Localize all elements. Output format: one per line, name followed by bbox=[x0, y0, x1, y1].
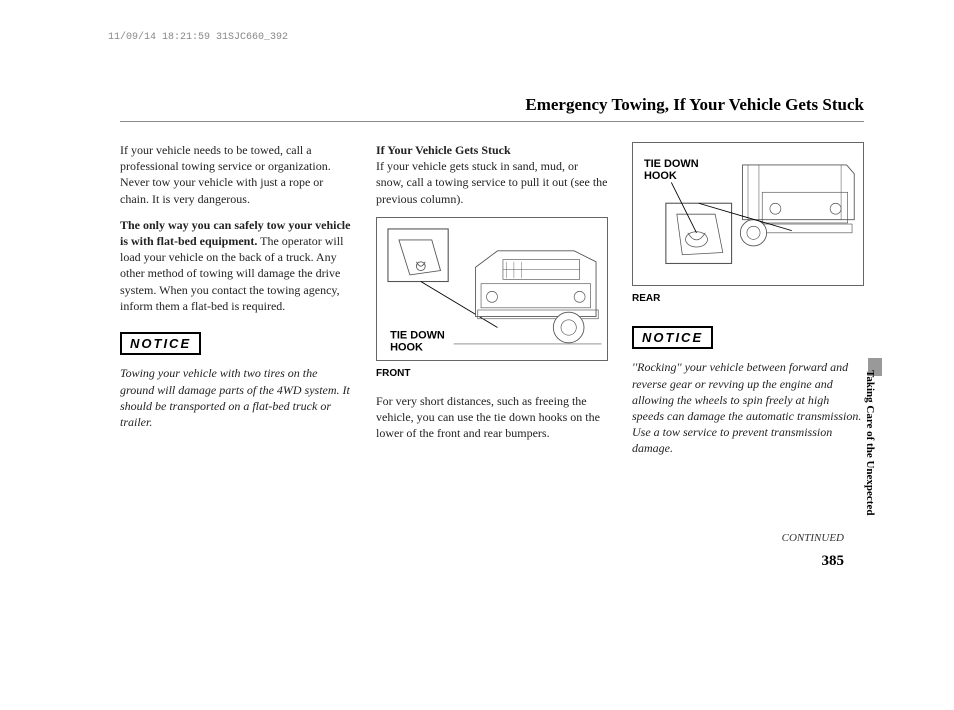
col2-p1: If Your Vehicle Gets Stuck If your vehic… bbox=[376, 142, 608, 207]
col1-p1: If your vehicle needs to be towed, call … bbox=[120, 142, 352, 207]
col2-subhead: If Your Vehicle Gets Stuck bbox=[376, 143, 511, 157]
column-2: If Your Vehicle Gets Stuck If your vehic… bbox=[376, 142, 608, 467]
fig-rear-label1: TIE DOWN bbox=[644, 158, 699, 170]
fig-front-label1: TIE DOWN bbox=[390, 329, 445, 341]
fig-rear-label2: HOOK bbox=[644, 170, 677, 182]
header-timestamp: 11/09/14 18:21:59 31SJC660_392 bbox=[108, 32, 288, 43]
figure-front: TIE DOWN HOOK bbox=[376, 217, 608, 361]
page-number: 385 bbox=[822, 553, 845, 570]
col2-p1-text: If your vehicle gets stuck in sand, mud,… bbox=[376, 159, 608, 205]
fig-front-label2: HOOK bbox=[390, 341, 423, 353]
page-title: Emergency Towing, If Your Vehicle Gets S… bbox=[120, 95, 864, 115]
col1-p2: The only way you can safely tow your veh… bbox=[120, 217, 352, 314]
caption-rear: REAR bbox=[632, 292, 864, 306]
col3-p1: ''Rocking'' your vehicle between forward… bbox=[632, 359, 864, 456]
col2-p2: For very short distances, such as freein… bbox=[376, 393, 608, 442]
continued-label: CONTINUED bbox=[782, 532, 844, 544]
content-columns: If your vehicle needs to be towed, call … bbox=[120, 142, 864, 467]
side-tab-text: Taking Care of the Unexpected bbox=[864, 370, 876, 515]
col1-p3: Towing your vehicle with two tires on th… bbox=[120, 365, 352, 430]
title-rule bbox=[120, 121, 864, 122]
notice-box-1: NOTICE bbox=[120, 332, 201, 356]
column-3: TIE DOWN HOOK REAR NOTICE ''Rocking'' yo… bbox=[632, 142, 864, 467]
column-1: If your vehicle needs to be towed, call … bbox=[120, 142, 352, 467]
notice-box-2: NOTICE bbox=[632, 326, 713, 350]
caption-front: FRONT bbox=[376, 367, 608, 381]
figure-rear: TIE DOWN HOOK bbox=[632, 142, 864, 286]
manual-page: 11/09/14 18:21:59 31SJC660_392 Emergency… bbox=[0, 0, 954, 710]
